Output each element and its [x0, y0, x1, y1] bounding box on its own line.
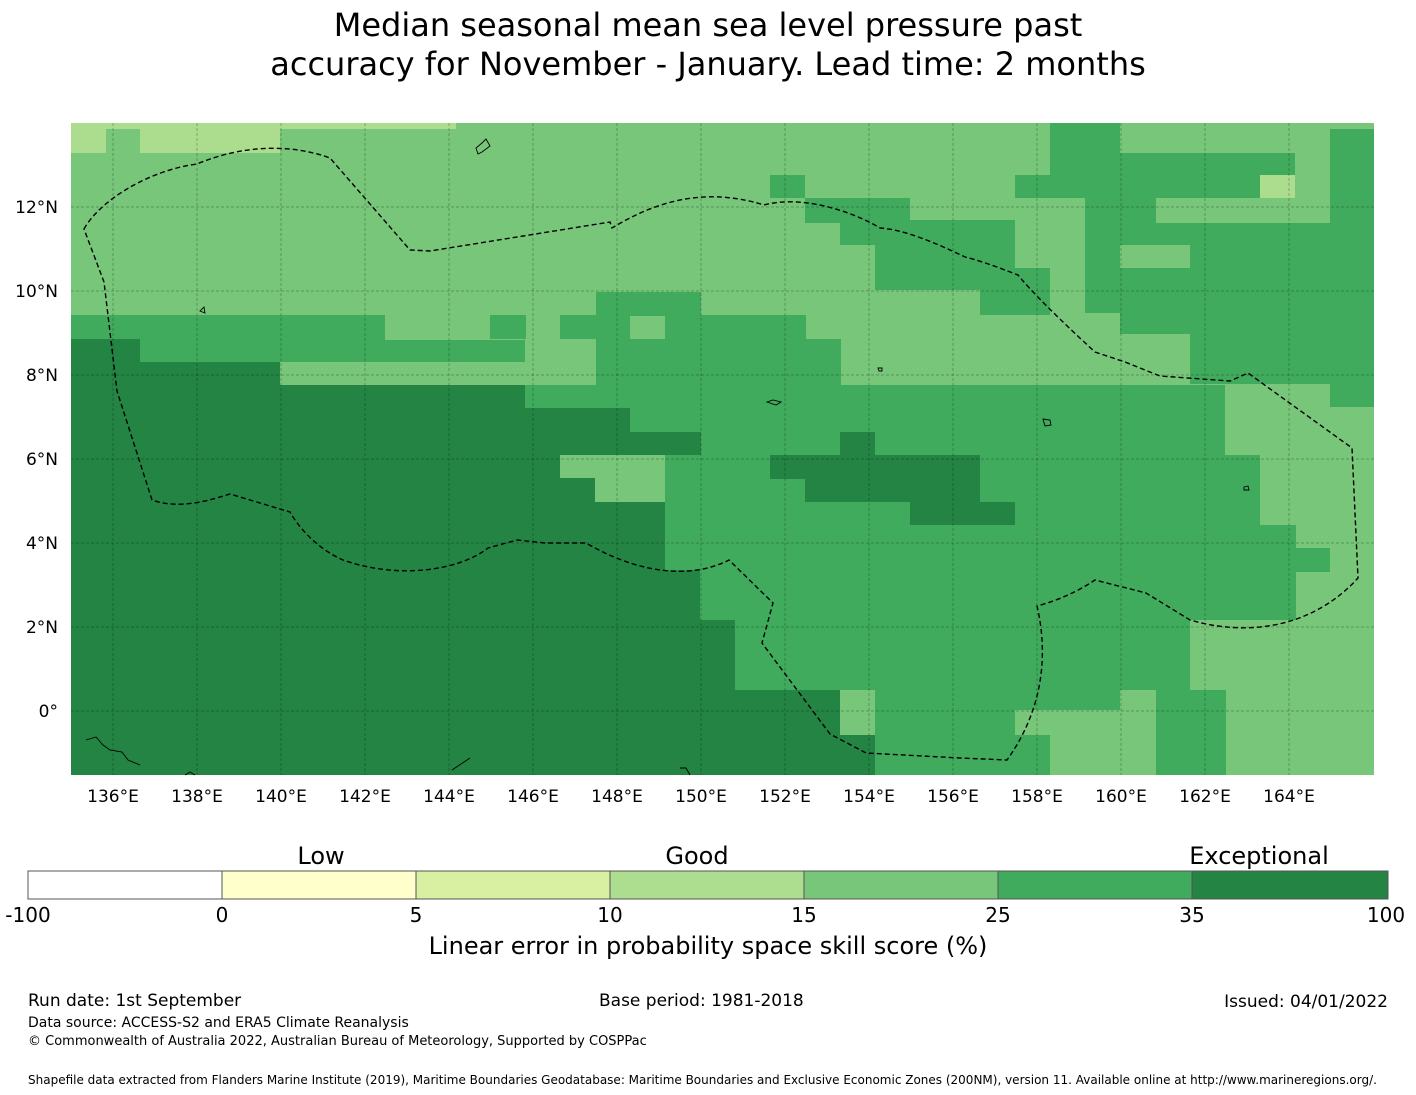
weno-atoll	[765, 399, 783, 406]
guam-island	[475, 138, 491, 155]
x-tick-label: 148°E	[591, 787, 643, 807]
x-tick-label: 156°E	[927, 787, 979, 807]
x-tick-label: 160°E	[1095, 787, 1147, 807]
colorbar-bin-2	[415, 870, 611, 900]
colorbar-bin-4	[803, 870, 999, 900]
small-island-c	[451, 757, 471, 771]
chart-title-line1: Median seasonal mean sea level pressure …	[333, 6, 1083, 44]
colorbar-tick: 35	[1179, 903, 1205, 927]
x-tick-label: 150°E	[675, 787, 727, 807]
chart-title: Median seasonal mean sea level pressure …	[0, 6, 1416, 84]
skill-region-25-35	[71, 123, 1374, 775]
data-source: Data source: ACCESS-S2 and ERA5 Climate …	[28, 1015, 409, 1031]
copyright-notice: © Commonwealth of Australia 2022, Austra…	[28, 1034, 647, 1049]
x-tick-label: 162°E	[1179, 787, 1231, 807]
x-tick-label: 152°E	[759, 787, 811, 807]
x-tick-label: 146°E	[507, 787, 559, 807]
yap-island	[199, 306, 206, 314]
run-date: Run date: 1st September	[28, 991, 242, 1011]
colorbar-tick: 10	[597, 903, 623, 927]
kosrae-island	[1243, 485, 1250, 491]
x-tick-label: 154°E	[843, 787, 895, 807]
x-tick-label: 140°E	[255, 787, 307, 807]
island-outlines	[85, 138, 1250, 776]
x-tick-label: 144°E	[423, 787, 475, 807]
colorbar-tick: 15	[791, 903, 817, 927]
y-tick-label: 6°N	[26, 450, 58, 470]
small-island-d	[184, 771, 196, 776]
colorbar-bin-5	[997, 870, 1193, 900]
colorbar-bin-1	[221, 870, 417, 900]
colorbar-bin-0	[27, 870, 223, 900]
colorbar-label: Linear error in probability space skill …	[428, 932, 988, 960]
x-tick-label: 142°E	[339, 787, 391, 807]
colorbar	[27, 870, 1389, 900]
colorbar-tick: 5	[409, 903, 423, 927]
new-guinea-coast	[85, 736, 141, 766]
x-tick-label: 158°E	[1011, 787, 1063, 807]
colorbar-tick: -100	[5, 903, 51, 927]
x-tick-label: 164°E	[1263, 787, 1315, 807]
small-island-b	[680, 767, 691, 776]
y-tick-label: 4°N	[26, 534, 58, 554]
shapefile-credit: Shapefile data extracted from Flanders M…	[28, 1073, 1377, 1087]
x-axis-ticks: 136°E 138°E 140°E 142°E 144°E 146°E 148°…	[87, 787, 1315, 807]
colorbar-category-good: Good	[665, 842, 729, 870]
colorbar-category-low: Low	[297, 842, 345, 870]
pohnpei-island	[1042, 418, 1052, 427]
colorbar-tick: 0	[215, 903, 229, 927]
skill-region-10-15	[71, 123, 456, 153]
colorbar-tick: 25	[985, 903, 1011, 927]
issued-date: Issued: 04/01/2022	[1224, 992, 1388, 1012]
y-tick-label: 12°N	[15, 198, 58, 218]
chart-title-line2: accuracy for November - January. Lead ti…	[270, 45, 1146, 83]
colorbar-bin-6	[1191, 870, 1389, 900]
colorbar-category-exceptional: Exceptional	[1189, 842, 1329, 870]
y-tick-label: 8°N	[26, 366, 58, 386]
skill-region-15-25-east	[1190, 385, 1374, 775]
y-tick-label: 0°	[39, 702, 58, 722]
map-gridlines	[71, 123, 1374, 775]
x-tick-label: 136°E	[87, 787, 139, 807]
y-tick-label: 10°N	[15, 282, 58, 302]
eez-boundary	[83, 147, 1359, 761]
y-tick-label: 2°N	[26, 618, 58, 638]
colorbar-tick: 100	[1366, 903, 1406, 927]
small-island-a	[877, 367, 883, 372]
colorbar-bin-3	[609, 870, 805, 900]
y-axis-ticks: 12°N 10°N 8°N 6°N 4°N 2°N 0°	[15, 198, 58, 722]
x-tick-label: 138°E	[171, 787, 223, 807]
base-period: Base period: 1981-2018	[599, 991, 804, 1011]
